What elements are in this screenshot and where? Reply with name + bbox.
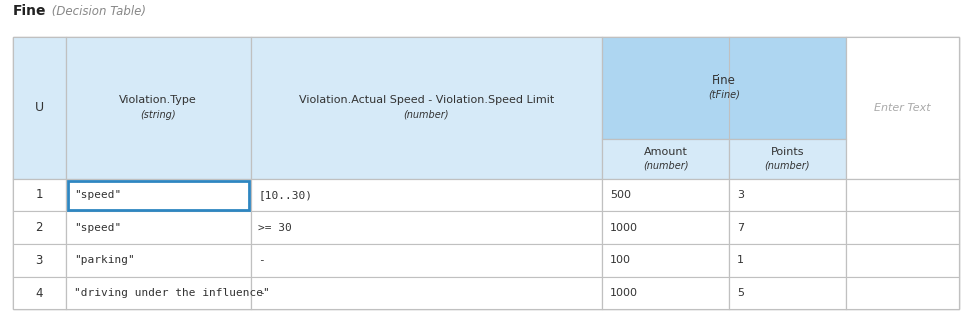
Text: 4: 4 xyxy=(36,286,43,300)
Text: >= 30: >= 30 xyxy=(258,223,292,233)
Text: "parking": "parking" xyxy=(74,256,135,265)
Bar xyxy=(251,37,602,179)
Text: (number): (number) xyxy=(765,161,810,171)
Text: 3: 3 xyxy=(36,254,43,267)
Text: (tFine): (tFine) xyxy=(708,90,740,100)
Bar xyxy=(66,277,251,309)
Text: 1: 1 xyxy=(36,189,43,202)
Bar xyxy=(13,37,959,309)
Bar xyxy=(13,211,66,244)
Bar xyxy=(602,244,729,277)
Text: (number): (number) xyxy=(643,161,688,171)
Text: 500: 500 xyxy=(610,190,631,200)
Bar xyxy=(846,37,959,179)
Text: Fine: Fine xyxy=(712,74,736,87)
Text: 1: 1 xyxy=(737,256,744,265)
Text: U: U xyxy=(35,101,44,114)
Bar xyxy=(66,211,251,244)
Bar xyxy=(729,244,846,277)
Bar xyxy=(13,277,66,309)
Text: "speed": "speed" xyxy=(74,223,121,233)
Bar xyxy=(66,244,251,277)
Bar xyxy=(66,179,251,211)
Text: [10..30): [10..30) xyxy=(258,190,313,200)
Text: 3: 3 xyxy=(737,190,744,200)
Text: 1000: 1000 xyxy=(610,288,638,298)
Text: Fine: Fine xyxy=(13,4,47,18)
Text: -: - xyxy=(258,256,265,265)
Text: Enter Text: Enter Text xyxy=(874,103,931,113)
Bar xyxy=(729,139,846,179)
Bar xyxy=(846,211,959,244)
Bar xyxy=(68,181,249,210)
Text: 2: 2 xyxy=(36,221,43,234)
Bar xyxy=(729,211,846,244)
Bar xyxy=(729,277,846,309)
Bar xyxy=(13,37,66,179)
Bar xyxy=(846,244,959,277)
Text: (Decision Table): (Decision Table) xyxy=(48,4,146,18)
Text: -: - xyxy=(258,288,265,298)
Text: (number): (number) xyxy=(404,110,449,120)
Bar xyxy=(13,179,66,211)
Text: Points: Points xyxy=(771,147,804,157)
Text: Violation.Actual Speed - Violation.Speed Limit: Violation.Actual Speed - Violation.Speed… xyxy=(299,95,553,105)
Bar xyxy=(602,211,729,244)
Text: "speed": "speed" xyxy=(74,190,121,200)
Bar xyxy=(602,277,729,309)
Bar xyxy=(729,179,846,211)
Bar xyxy=(251,211,602,244)
Text: 100: 100 xyxy=(610,256,631,265)
Bar xyxy=(251,244,602,277)
Bar xyxy=(251,179,602,211)
Bar xyxy=(66,37,251,179)
Text: 1000: 1000 xyxy=(610,223,638,233)
Text: 7: 7 xyxy=(737,223,744,233)
Text: "driving under the influence": "driving under the influence" xyxy=(74,288,270,298)
Bar xyxy=(251,277,602,309)
Bar xyxy=(602,37,846,139)
Bar xyxy=(13,244,66,277)
Bar xyxy=(602,139,729,179)
Bar xyxy=(846,179,959,211)
Text: Amount: Amount xyxy=(644,147,687,157)
Text: 5: 5 xyxy=(737,288,744,298)
Text: (string): (string) xyxy=(141,110,176,120)
Bar xyxy=(846,277,959,309)
Text: Violation.Type: Violation.Type xyxy=(119,95,197,105)
Bar xyxy=(602,179,729,211)
